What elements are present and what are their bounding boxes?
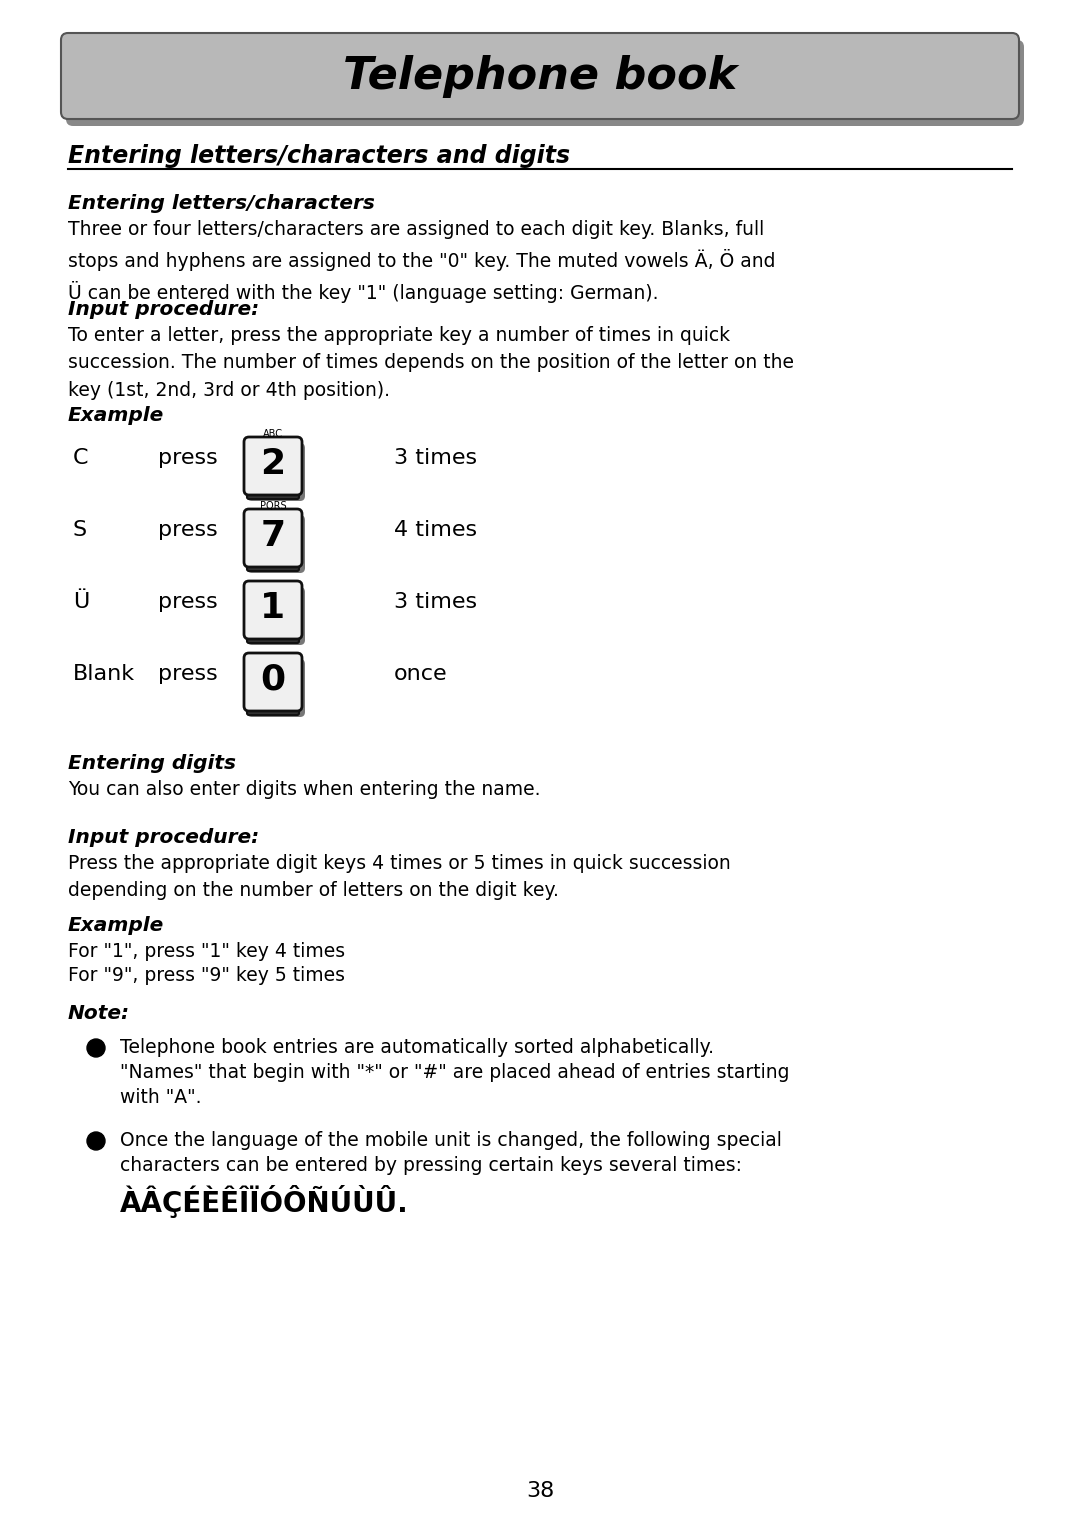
Text: ÀÂÇÉÈÊÎÏÓÔÑÚÙÛ.: ÀÂÇÉÈÊÎÏÓÔÑÚÙÛ.: [120, 1185, 408, 1219]
Text: To enter a letter, press the appropriate key a number of times in quick
successi: To enter a letter, press the appropriate…: [68, 326, 794, 399]
Text: 7: 7: [260, 518, 285, 553]
Text: press: press: [158, 664, 218, 683]
Text: You can also enter digits when entering the name.: You can also enter digits when entering …: [68, 780, 540, 800]
Text: Entering digits: Entering digits: [68, 754, 237, 774]
Circle shape: [87, 1131, 105, 1150]
Text: Note:: Note:: [68, 1005, 130, 1023]
Text: 1: 1: [260, 592, 285, 625]
Text: Press the appropriate digit keys 4 times or 5 times in quick succession
dependin: Press the appropriate digit keys 4 times…: [68, 855, 731, 901]
Text: Example: Example: [68, 916, 164, 936]
FancyBboxPatch shape: [247, 587, 305, 645]
Text: Telephone book: Telephone book: [342, 55, 738, 98]
FancyBboxPatch shape: [244, 437, 302, 495]
Text: with "A".: with "A".: [120, 1089, 202, 1107]
Text: Entering letters/characters and digits: Entering letters/characters and digits: [68, 144, 570, 168]
Text: 3 times: 3 times: [394, 592, 477, 612]
FancyBboxPatch shape: [66, 40, 1024, 125]
Text: Ü: Ü: [73, 592, 90, 612]
Text: 4 times: 4 times: [394, 520, 477, 540]
Text: For "9", press "9" key 5 times: For "9", press "9" key 5 times: [68, 966, 345, 985]
Text: once: once: [394, 664, 447, 683]
FancyBboxPatch shape: [244, 509, 302, 567]
Text: characters can be entered by pressing certain keys several times:: characters can be entered by pressing ce…: [120, 1156, 742, 1174]
FancyBboxPatch shape: [247, 443, 305, 502]
Text: 2: 2: [260, 446, 285, 482]
Text: press: press: [158, 592, 218, 612]
FancyBboxPatch shape: [244, 653, 302, 711]
FancyBboxPatch shape: [60, 34, 1020, 119]
Text: Three or four letters/characters are assigned to each digit key. Blanks, full
st: Three or four letters/characters are ass…: [68, 220, 775, 303]
Text: 38: 38: [526, 1482, 554, 1501]
Circle shape: [87, 1040, 105, 1057]
FancyBboxPatch shape: [244, 581, 302, 639]
Text: Once the language of the mobile unit is changed, the following special: Once the language of the mobile unit is …: [120, 1131, 782, 1150]
FancyBboxPatch shape: [247, 659, 305, 717]
Text: Telephone book entries are automatically sorted alphabetically.: Telephone book entries are automatically…: [120, 1038, 714, 1057]
Text: For "1", press "1" key 4 times: For "1", press "1" key 4 times: [68, 942, 346, 962]
FancyBboxPatch shape: [247, 702, 299, 716]
Text: 0: 0: [260, 664, 285, 697]
Text: Example: Example: [68, 407, 164, 425]
Text: C: C: [73, 448, 89, 468]
Text: Input procedure:: Input procedure:: [68, 300, 259, 320]
FancyBboxPatch shape: [247, 515, 305, 573]
Text: press: press: [158, 448, 218, 468]
Text: S: S: [73, 520, 87, 540]
FancyBboxPatch shape: [247, 486, 299, 498]
Text: PQRS: PQRS: [259, 502, 286, 511]
Text: ABC: ABC: [264, 430, 283, 439]
Text: 3 times: 3 times: [394, 448, 477, 468]
Text: press: press: [158, 520, 218, 540]
Text: Input procedure:: Input procedure:: [68, 829, 259, 847]
Text: "Names" that begin with "*" or "#" are placed ahead of entries starting: "Names" that begin with "*" or "#" are p…: [120, 1063, 789, 1083]
Text: Blank: Blank: [73, 664, 135, 683]
Text: Entering letters/characters: Entering letters/characters: [68, 194, 375, 213]
FancyBboxPatch shape: [247, 630, 299, 644]
FancyBboxPatch shape: [247, 558, 299, 570]
